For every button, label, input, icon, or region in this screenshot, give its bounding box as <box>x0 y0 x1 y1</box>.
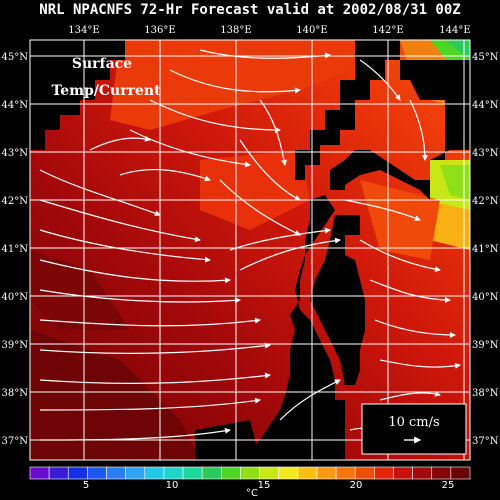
lat-label: 42°N <box>2 196 29 207</box>
lon-label: 136°E <box>144 25 175 36</box>
colorbar-swatch <box>201 466 222 480</box>
colorbar-swatch <box>335 466 356 480</box>
lat-label: 41°N <box>472 244 499 255</box>
colorbar <box>29 466 471 480</box>
colorbar-swatch <box>144 466 165 480</box>
lon-label: 138°E <box>220 25 251 36</box>
lat-label: 43°N <box>2 148 29 159</box>
colorbar-tick: 5 <box>83 480 89 491</box>
lon-label: 134°E <box>68 25 99 36</box>
vector-scale-label: 10 cm/s <box>388 415 439 430</box>
inset-line-2: Temp/Current <box>51 83 161 99</box>
lat-label: 45°N <box>472 52 499 63</box>
colorbar-tick: 15 <box>258 480 271 491</box>
colorbar-swatch <box>125 466 146 480</box>
lon-label: 144°E <box>439 25 470 36</box>
latitude-labels-right: 45°N 44°N 43°N 42°N 41°N 40°N 39°N 38°N … <box>472 52 499 447</box>
colorbar-swatch <box>393 466 413 480</box>
lat-label: 40°N <box>2 292 29 303</box>
map-title: NRL NPACNFS 72-Hr Forecast valid at 2002… <box>39 2 461 18</box>
vector-scale-box: 10 cm/s <box>361 403 467 455</box>
colorbar-swatch <box>259 466 280 480</box>
lat-label: 44°N <box>472 100 499 111</box>
colorbar-swatch <box>297 466 318 480</box>
colorbar-swatch <box>412 466 433 480</box>
colorbar-swatch <box>221 466 241 480</box>
colorbar-swatch <box>431 466 452 480</box>
lat-label: 44°N <box>2 100 29 111</box>
inset-line-1: Surface <box>72 56 132 72</box>
colorbar-ticks: 5 10 15 20 25 °C <box>83 480 455 499</box>
colorbar-swatch <box>163 466 184 480</box>
graticule <box>30 40 470 460</box>
longitude-labels: 134°E 136°E 138°E 140°E 142°E 144°E <box>68 25 470 36</box>
colorbar-swatch <box>240 466 260 480</box>
colorbar-swatch <box>374 466 394 480</box>
lat-label: 37°N <box>472 436 499 447</box>
lat-label: 38°N <box>472 388 499 399</box>
lat-label: 39°N <box>2 340 29 351</box>
colorbar-tick: 20 <box>350 480 363 491</box>
lat-label: 43°N <box>472 148 499 159</box>
lon-label: 142°E <box>372 25 403 36</box>
colorbar-swatch <box>67 466 88 480</box>
colorbar-swatch <box>87 466 107 480</box>
colorbar-swatch <box>450 466 471 480</box>
colorbar-swatch <box>278 466 299 480</box>
colorbar-unit: °C <box>246 488 258 499</box>
lat-label: 39°N <box>472 340 499 351</box>
plot-frame <box>29 39 471 461</box>
colorbar-swatch <box>48 466 69 480</box>
colorbar-tick: 10 <box>166 480 179 491</box>
sea-temperature-field <box>30 40 470 460</box>
lat-label: 42°N <box>472 196 499 207</box>
lat-label: 37°N <box>2 436 29 447</box>
colorbar-swatch <box>316 466 337 480</box>
latitude-labels-left: 45°N 44°N 43°N 42°N 41°N 40°N 39°N 38°N … <box>2 52 29 447</box>
colorbar-swatch <box>182 466 203 480</box>
colorbar-tick: 25 <box>442 480 455 491</box>
colorbar-swatch <box>29 466 50 480</box>
lat-label: 40°N <box>472 292 499 303</box>
colorbar-swatch <box>106 466 126 480</box>
lon-label: 140°E <box>296 25 327 36</box>
lat-label: 41°N <box>2 244 29 255</box>
lat-label: 38°N <box>2 388 29 399</box>
colorbar-swatch <box>354 466 375 480</box>
inset-label: Surface Temp/Current <box>51 56 161 99</box>
lat-label: 45°N <box>2 52 29 63</box>
land-mass <box>30 40 470 460</box>
